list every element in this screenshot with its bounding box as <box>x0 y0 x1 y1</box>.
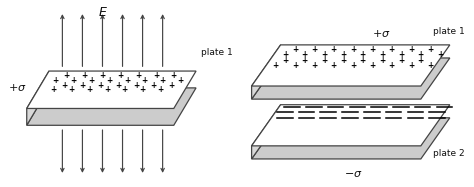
Text: +: + <box>168 81 174 90</box>
Text: +: + <box>408 61 414 70</box>
Text: +: + <box>418 56 424 65</box>
Polygon shape <box>252 58 450 99</box>
Text: +: + <box>340 50 346 59</box>
Text: $+\sigma$: $+\sigma$ <box>8 82 27 93</box>
Polygon shape <box>252 45 450 86</box>
Text: +: + <box>389 45 395 54</box>
Polygon shape <box>252 118 450 159</box>
Text: plate 2: plate 2 <box>433 149 465 158</box>
Text: +: + <box>139 85 146 94</box>
Text: +: + <box>360 56 366 65</box>
Text: +: + <box>124 76 130 85</box>
Text: +: + <box>301 50 308 59</box>
Text: +: + <box>331 45 337 54</box>
Polygon shape <box>252 45 281 99</box>
Text: +: + <box>86 85 92 94</box>
Text: +: + <box>68 85 74 94</box>
Text: +: + <box>88 76 94 85</box>
Text: +: + <box>301 56 308 65</box>
Text: +: + <box>160 76 166 85</box>
Text: +: + <box>311 45 318 54</box>
Text: +: + <box>321 56 327 65</box>
Text: +: + <box>104 85 110 94</box>
Text: +: + <box>350 45 356 54</box>
Text: +: + <box>177 76 183 85</box>
Text: +: + <box>273 61 279 70</box>
Text: plate 1: plate 1 <box>433 27 465 36</box>
Text: +: + <box>171 71 177 80</box>
Text: +: + <box>283 50 289 59</box>
Text: plate 1: plate 1 <box>201 48 232 57</box>
Polygon shape <box>27 71 196 108</box>
Text: +: + <box>117 71 123 80</box>
Text: +: + <box>311 61 318 70</box>
Text: +: + <box>153 71 159 80</box>
Text: +: + <box>398 50 405 59</box>
Text: +: + <box>398 56 405 65</box>
Text: +: + <box>428 61 434 70</box>
Text: +: + <box>50 85 56 94</box>
Polygon shape <box>27 88 196 125</box>
Text: +: + <box>122 85 128 94</box>
Text: +: + <box>340 56 346 65</box>
Polygon shape <box>252 105 450 146</box>
Text: +: + <box>100 71 106 80</box>
Text: +: + <box>369 61 375 70</box>
Text: +: + <box>157 85 164 94</box>
Text: +: + <box>151 81 157 90</box>
Text: +: + <box>64 71 70 80</box>
Text: +: + <box>292 45 298 54</box>
Text: +: + <box>379 56 385 65</box>
Text: +: + <box>437 50 443 59</box>
Text: +: + <box>71 76 77 85</box>
Text: +: + <box>106 76 112 85</box>
Text: +: + <box>379 50 385 59</box>
Text: +: + <box>53 76 59 85</box>
Text: +: + <box>331 61 337 70</box>
Text: +: + <box>360 50 366 59</box>
Text: +: + <box>62 81 68 90</box>
Text: +: + <box>82 71 88 80</box>
Text: +: + <box>389 61 395 70</box>
Text: +: + <box>135 71 141 80</box>
Text: +: + <box>115 81 121 90</box>
Text: +: + <box>428 45 434 54</box>
Text: +: + <box>97 81 103 90</box>
Text: +: + <box>283 56 289 65</box>
Polygon shape <box>252 105 281 159</box>
Text: +: + <box>79 81 85 90</box>
Text: +: + <box>321 50 327 59</box>
Text: +: + <box>408 45 414 54</box>
Text: +: + <box>133 81 139 90</box>
Text: +: + <box>418 50 424 59</box>
Text: +: + <box>292 61 298 70</box>
Polygon shape <box>27 71 49 125</box>
Text: +: + <box>142 76 148 85</box>
Text: +: + <box>369 45 375 54</box>
Text: $-\sigma$: $-\sigma$ <box>344 169 363 179</box>
Text: +: + <box>350 61 356 70</box>
Text: $+\sigma$: $+\sigma$ <box>372 28 390 39</box>
Text: $E$: $E$ <box>98 6 108 19</box>
